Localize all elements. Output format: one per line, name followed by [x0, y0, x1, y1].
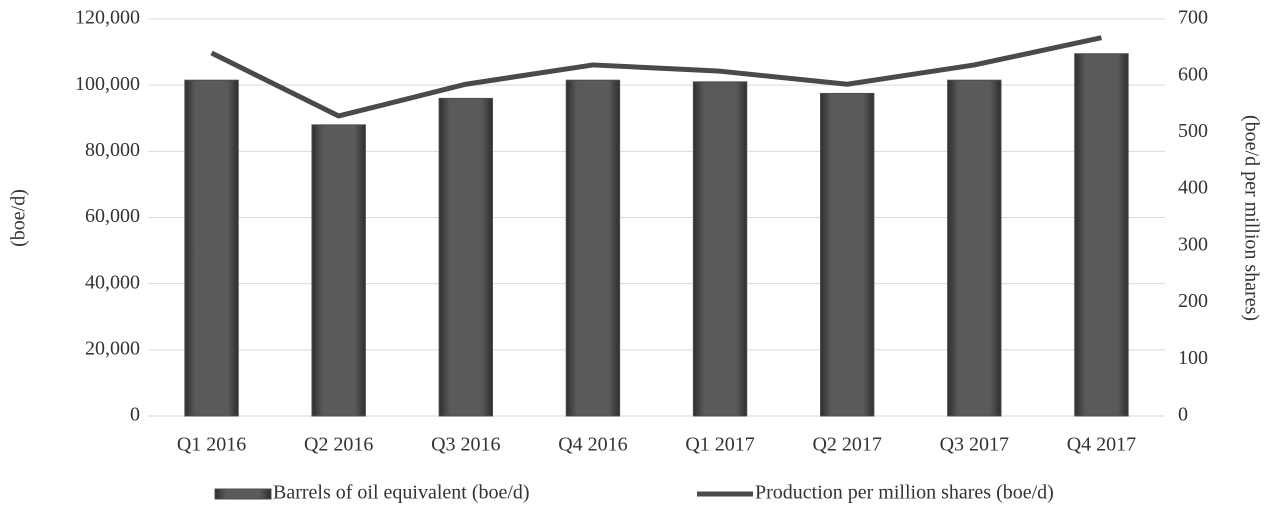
legend-label: Production per million shares (boe/d) — [755, 482, 1054, 504]
y-tick-label: 60,000 — [85, 205, 140, 227]
y-tick-label: 20,000 — [85, 337, 140, 359]
x-tick-label: Q3 2016 — [431, 434, 500, 456]
x-tick-label: Q4 2017 — [1067, 434, 1136, 456]
bar — [438, 97, 494, 417]
y2-axis-title: (boe/d per million shares) — [1240, 115, 1262, 321]
y-tick-label: 120,000 — [75, 7, 140, 29]
y2-tick-label: 700 — [1178, 7, 1208, 29]
legend-swatch — [214, 488, 272, 500]
y2-tick-label: 500 — [1178, 120, 1208, 142]
line — [210, 35, 1102, 119]
bar — [692, 81, 748, 417]
bar — [565, 79, 621, 417]
bar — [947, 79, 1002, 417]
x-tick-label: Q1 2017 — [685, 434, 754, 456]
y-tick-label: 100,000 — [75, 73, 140, 95]
y2-tick-label: 0 — [1178, 404, 1188, 426]
y2-tick-label: 100 — [1178, 347, 1208, 369]
x-tick-label: Q2 2017 — [812, 434, 881, 456]
y-tick-label: 0 — [130, 404, 140, 426]
y-tick-label: 80,000 — [85, 139, 140, 161]
bar — [1074, 53, 1129, 417]
bar — [311, 124, 366, 417]
x-tick-label: Q2 2016 — [304, 434, 373, 456]
x-tick-label: Q4 2016 — [558, 434, 627, 456]
y2-tick-label: 400 — [1178, 177, 1208, 199]
y2-tick-label: 600 — [1178, 63, 1208, 85]
x-tick-label: Q3 2017 — [940, 434, 1009, 456]
y2-tick-label: 200 — [1178, 290, 1208, 312]
y2-tick-label: 300 — [1178, 233, 1208, 255]
bar — [184, 79, 239, 417]
x-tick-label: Q1 2016 — [177, 434, 246, 456]
legend-label: Barrels of oil equivalent (boe/d) — [273, 482, 530, 504]
bar — [819, 92, 875, 417]
y-tick-label: 40,000 — [85, 271, 140, 293]
y-axis-title: (boe/d) — [8, 189, 30, 247]
